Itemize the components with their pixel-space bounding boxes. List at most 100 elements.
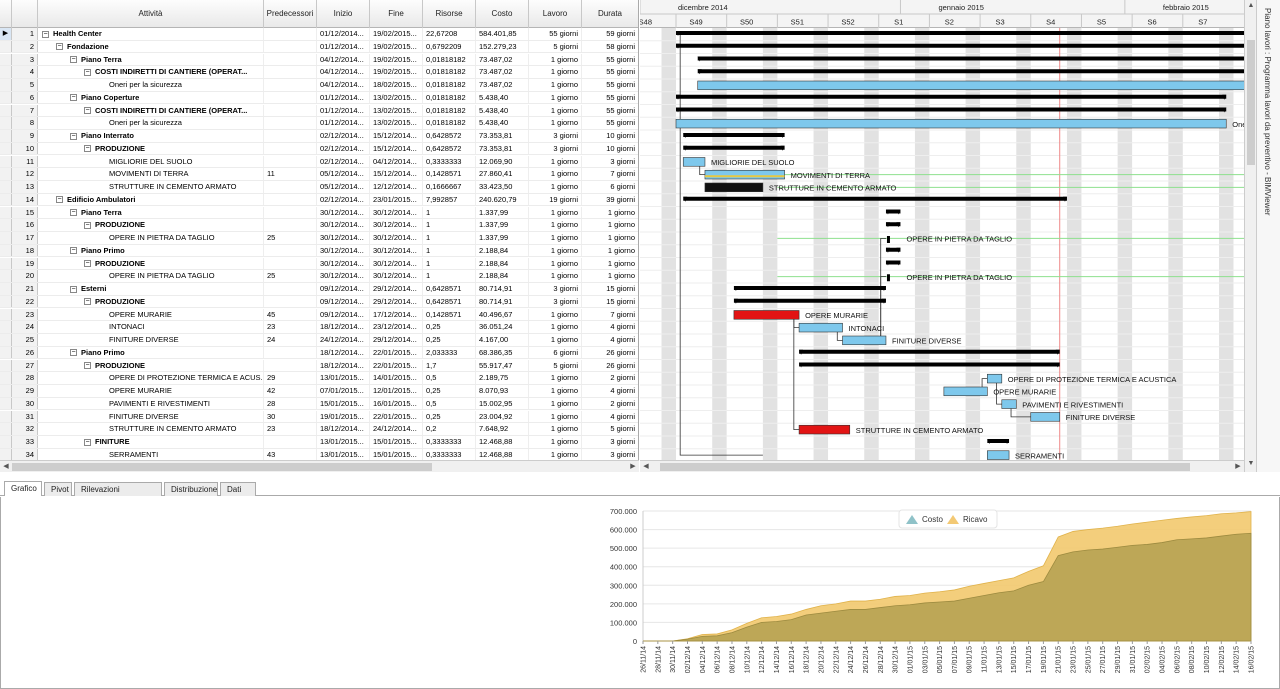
table-row[interactable]: 7− COSTI INDIRETTI DI CANTIERE (OPERAT...… <box>0 104 638 118</box>
vertical-scrollbar[interactable]: ▲ ▼ <box>1244 0 1256 472</box>
collapse-toggle-icon[interactable]: − <box>84 362 91 370</box>
table-row[interactable]: 9− Piano Interrato 02/12/2014... 15/12/2014… <box>0 130 638 143</box>
table-row[interactable]: 30 PAVIMENTI E RIVESTIMENTI 28 15/01/2015..… <box>0 397 638 411</box>
header-attivita[interactable]: Attività <box>38 0 264 28</box>
collapse-toggle-icon[interactable]: − <box>56 43 63 51</box>
grid-horizontal-scrollbar[interactable]: ◀ ▶ <box>0 460 639 472</box>
summary-bar[interactable] <box>676 107 1227 112</box>
gantt-scroll-left-icon[interactable]: ◀ <box>643 463 649 470</box>
header-predecessori[interactable]: Predecessori <box>264 0 317 28</box>
summary-bar[interactable] <box>676 94 1227 99</box>
collapse-toggle-icon[interactable]: − <box>84 68 91 76</box>
task-bar[interactable] <box>987 373 1003 384</box>
header-lavoro[interactable]: Lavoro <box>529 0 582 28</box>
summary-bar[interactable] <box>733 286 886 290</box>
table-row[interactable]: 19− PRODUZIONE 30/12/2014... 30/12/2014... 1… <box>0 257 638 271</box>
collapse-toggle-icon[interactable]: − <box>84 145 91 153</box>
tab-rilevazioni-dell-attivit[interactable]: Rilevazioni dell'attività <box>74 482 162 507</box>
table-row[interactable]: 3− Piano Terra 04/12/2014... 19/02/2015... 0… <box>0 53 638 67</box>
table-row[interactable]: 10− PRODUZIONE 02/12/2014... 15/12/2014... 0… <box>0 142 638 156</box>
summary-bar[interactable] <box>885 247 901 252</box>
table-row[interactable]: 8 Oneri per la sicurezza 01/12/2014... 13/0… <box>0 117 638 130</box>
gantt-scroll-thumb[interactable] <box>660 463 1190 471</box>
table-row[interactable]: ▶ 1− Health Center 01/12/2014... 19/02/2015.… <box>0 28 638 41</box>
summary-bar[interactable] <box>885 260 901 265</box>
collapse-toggle-icon[interactable]: − <box>70 349 77 357</box>
table-row[interactable]: 27− PRODUZIONE 18/12/2014... 22/01/2015... 1… <box>0 359 638 373</box>
gantt-horizontal-scrollbar[interactable]: ◀ ▶ <box>640 460 1244 472</box>
collapse-toggle-icon[interactable]: − <box>70 247 77 255</box>
table-row[interactable]: 5 Oneri per la sicurezza 04/12/2014... 18/0… <box>0 79 638 92</box>
summary-bar[interactable] <box>697 56 1244 61</box>
scroll-right-icon[interactable]: ▶ <box>630 463 636 470</box>
table-row[interactable]: 31 FINITURE DIVERSE 30 19/01/2015... 22/01/2… <box>0 410 638 424</box>
task-bar[interactable] <box>1001 399 1017 409</box>
task-bar[interactable] <box>842 335 887 346</box>
table-row[interactable]: 25 FINITURE DIVERSE 24 24/12/2014... 29/12/2… <box>0 334 638 347</box>
task-bar[interactable] <box>675 118 1227 129</box>
table-row[interactable]: 22− PRODUZIONE 09/12/2014... 29/12/2014... 0… <box>0 295 638 309</box>
summary-bar[interactable] <box>885 222 901 227</box>
milestone-bar[interactable] <box>886 236 890 243</box>
scroll-up-icon[interactable]: ▲ <box>1247 2 1255 9</box>
summary-bar[interactable] <box>683 133 785 137</box>
table-row[interactable]: 11 MIGLIORIE DEL SUOLO 02/12/2014... 04/12/… <box>0 155 638 169</box>
task-bar[interactable] <box>704 169 785 180</box>
table-row[interactable]: 16− PRODUZIONE 30/12/2014... 30/12/2014... 1… <box>0 219 638 232</box>
collapse-toggle-icon[interactable]: − <box>84 260 91 268</box>
header-costo[interactable]: Costo <box>476 0 529 28</box>
task-bar[interactable] <box>798 322 843 333</box>
collapse-toggle-icon[interactable]: − <box>84 298 91 306</box>
tab-dati-4d[interactable]: Dati 4D <box>220 482 256 507</box>
vertical-scroll-thumb[interactable] <box>1247 40 1255 165</box>
summary-bar[interactable] <box>697 69 1244 74</box>
side-panel-title[interactable]: Piano lavori : Programma lavori da preve… <box>1256 0 1280 472</box>
scroll-left-icon[interactable]: ◀ <box>3 463 9 470</box>
task-bar[interactable] <box>987 450 1010 460</box>
tab-distribuzione[interactable]: Distribuzione <box>164 482 218 496</box>
header-risorse[interactable]: Risorse <box>423 0 476 28</box>
task-bar[interactable] <box>697 80 1244 91</box>
header-inizio[interactable]: Inizio <box>317 0 370 28</box>
gantt-chart[interactable]: dicembre 2014 gennaio 2015 febbraio 2015 S4… <box>640 0 1244 460</box>
summary-bar[interactable] <box>799 362 1060 367</box>
table-row[interactable]: 17 OPERE IN PIETRA DA TAGLIO 25 30/12/2014.… <box>0 232 638 245</box>
tab-grafico[interactable]: Grafico <box>4 481 42 496</box>
collapse-toggle-icon[interactable]: − <box>84 438 91 446</box>
summary-bar[interactable] <box>733 298 886 303</box>
table-row[interactable]: 32 STRUTTURE IN CEMENTO ARMATO 23 18/12/201… <box>0 423 638 436</box>
table-row[interactable]: 13 STRUTTURE IN CEMENTO ARMATO 05/12/2014.… <box>0 181 638 194</box>
summary-bar[interactable] <box>885 209 901 214</box>
collapse-toggle-icon[interactable]: − <box>70 56 77 64</box>
table-row[interactable]: 20 OPERE IN PIETRA DA TAGLIO 25 30/12/2014.… <box>0 270 638 283</box>
table-row[interactable]: 24 INTONACI 23 18/12/2014... 23/12/2014... 0,… <box>0 321 638 334</box>
table-row[interactable]: 23 OPERE MURARIE 45 09/12/2014... 17/12/2014… <box>0 308 638 322</box>
summary-bar[interactable] <box>676 31 1244 35</box>
table-row[interactable]: 34 SERRAMENTI 43 13/01/2015... 15/01/2015...… <box>0 448 638 460</box>
summary-bar[interactable] <box>683 196 1067 201</box>
table-row[interactable]: 33− FINITURE 13/01/2015... 15/01/2015... 0,3… <box>0 436 638 449</box>
collapse-toggle-icon[interactable]: − <box>70 209 77 217</box>
table-row[interactable]: 4− COSTI INDIRETTI DI CANTIERE (OPERAT...… <box>0 66 638 79</box>
table-row[interactable]: 15− Piano Terra 30/12/2014... 30/12/2014...… <box>0 206 638 220</box>
table-row[interactable]: 21− Esterni 09/12/2014... 29/12/2014... 0,64… <box>0 283 638 296</box>
gantt-scroll-right-icon[interactable]: ▶ <box>1235 463 1241 470</box>
scroll-down-icon[interactable]: ▼ <box>1247 460 1255 467</box>
collapse-toggle-icon[interactable]: − <box>84 107 91 115</box>
task-bar[interactable] <box>704 182 764 193</box>
task-bar[interactable] <box>943 386 988 397</box>
tab-pivot[interactable]: Pivot <box>44 482 72 496</box>
grid-scroll-thumb[interactable] <box>12 463 432 471</box>
summary-bar[interactable] <box>987 439 1010 443</box>
summary-bar[interactable] <box>676 43 1244 48</box>
summary-bar[interactable] <box>683 145 785 150</box>
milestone-bar[interactable] <box>886 274 890 282</box>
collapse-toggle-icon[interactable]: − <box>42 30 49 38</box>
collapse-toggle-icon[interactable]: − <box>70 132 77 140</box>
table-row[interactable]: 18− Piano Primo 30/12/2014... 30/12/2014...… <box>0 244 638 258</box>
header-durata[interactable]: Durata <box>582 0 638 28</box>
task-bar[interactable] <box>682 157 706 167</box>
header-fine[interactable]: Fine <box>370 0 423 28</box>
task-bar[interactable] <box>733 310 800 320</box>
table-row[interactable]: 6− Piano Coperture 01/12/2014... 13/02/2015… <box>0 91 638 105</box>
